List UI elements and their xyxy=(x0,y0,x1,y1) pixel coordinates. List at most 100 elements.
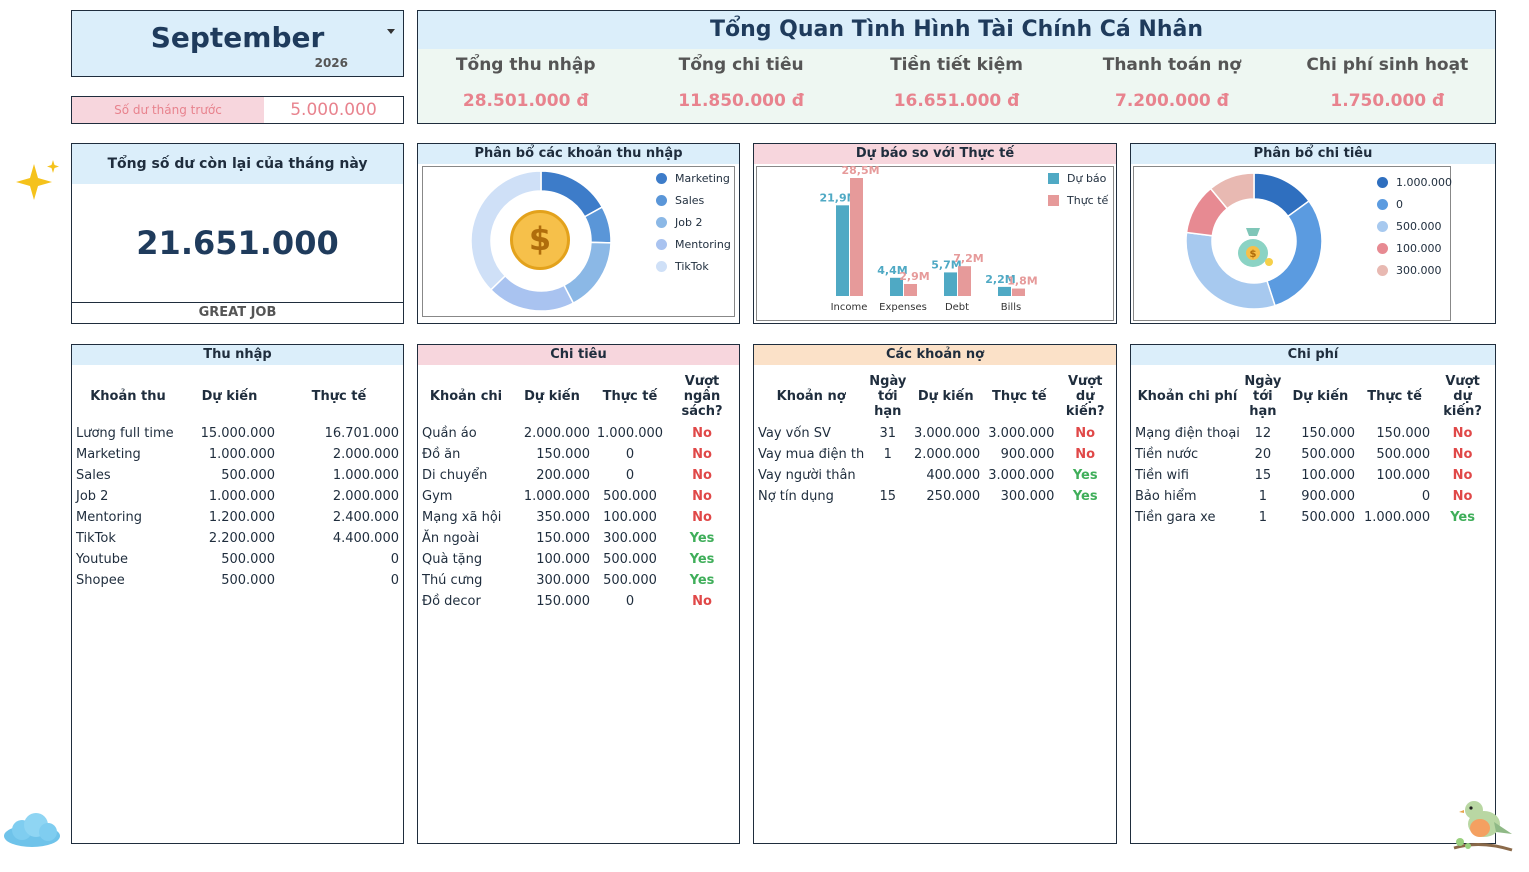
month-selector[interactable]: September 2026 xyxy=(71,10,404,77)
legend-label: Marketing xyxy=(675,172,730,185)
col-header: Vượt dự kiến? xyxy=(1065,373,1105,419)
legend-item: Mentoring xyxy=(656,238,731,251)
table-row: Tiền nước 20 500.000 500.000 No xyxy=(1133,444,1493,465)
table-cell: 1.000.000 xyxy=(1363,510,1431,525)
bar xyxy=(890,277,903,296)
table-cell: 150.000 xyxy=(1301,426,1356,441)
table-cell: No xyxy=(1075,447,1096,462)
year-label: 2026 xyxy=(314,56,348,70)
donut-slice xyxy=(563,241,612,305)
table-cell: 0 xyxy=(625,594,635,609)
legend-marker xyxy=(1048,173,1059,184)
legend-marker xyxy=(656,239,667,250)
table-cell: 2.200.000 xyxy=(208,531,275,546)
kpi-label: Thanh toán nợ xyxy=(1102,55,1242,75)
table-cell: 15 xyxy=(1254,468,1272,483)
table-cell: 300.000 xyxy=(1000,489,1055,504)
table-cell: TikTok xyxy=(76,531,116,546)
table-cell: Nợ tín dụng xyxy=(758,489,834,504)
legend-label: Job 2 xyxy=(675,216,703,229)
legend-item: TikTok xyxy=(656,260,709,273)
table-cell: Vay mua điện th xyxy=(758,447,865,462)
table-row: Job 2 1.000.000 2.000.000 xyxy=(74,486,401,507)
table-cell: 500.000 xyxy=(603,489,657,504)
table-cell: Yes xyxy=(689,573,715,588)
forecast-chart-title: Dự báo so với Thực tế xyxy=(754,144,1116,164)
data-label: 4,4M xyxy=(877,264,907,277)
kpi-card: Thanh toán nợ 7.200.000 đ xyxy=(1064,51,1279,121)
table-cell: No xyxy=(1075,426,1096,441)
table-row: TikTok 2.200.000 4.400.000 xyxy=(74,528,401,549)
kpi-value: 7.200.000 đ xyxy=(1115,91,1229,111)
debt-table-panel: Các khoản nợ Khoản nợ Ngày tới hạn Dự ki… xyxy=(753,344,1117,844)
table-cell: 500.000 xyxy=(221,552,275,567)
income-donut xyxy=(470,170,612,312)
table-row: Vay mua điện th 1 2.000.000 900.000 No xyxy=(756,444,1114,465)
legend-label: Dự báo xyxy=(1067,172,1107,185)
col-header: Dự kiến xyxy=(1292,388,1349,404)
table-cell: 250.000 xyxy=(926,489,981,504)
bar xyxy=(850,178,863,296)
category-label: Expenses xyxy=(879,302,927,313)
data-label: 21,9M xyxy=(819,191,857,204)
table-cell: Quà tặng xyxy=(422,552,483,567)
legend-label: 0 xyxy=(1396,198,1403,211)
table-cell: Mạng xã hội xyxy=(422,510,502,525)
table-cell: 0 xyxy=(625,447,635,462)
table-cell: 1.000.000 xyxy=(332,468,399,483)
table-cell: Bảo hiểm xyxy=(1135,489,1197,504)
legend-marker xyxy=(656,195,667,206)
data-label: 7,2M xyxy=(953,252,983,265)
chevron-down-icon[interactable] xyxy=(387,29,395,34)
table-cell: Lương full time xyxy=(76,426,174,441)
balance-card: Tổng số dư còn lại của tháng này 21.651.… xyxy=(71,143,404,324)
table-cell: Di chuyển xyxy=(422,468,488,483)
table-cell: 400.000 xyxy=(926,468,981,483)
legend-item: Dự báo xyxy=(1048,172,1106,185)
table-row: Đồ decor 150.000 0 No xyxy=(420,591,736,612)
forecast-chart: Dự báo so với Thực tế 21,9M 28,5M Income 4,… xyxy=(753,143,1117,324)
sparkle-icon xyxy=(16,160,60,208)
legend-item: Thực tế xyxy=(1048,194,1108,207)
cost-table-title: Chi phí xyxy=(1131,345,1495,365)
table-row: Mạng điện thoại 12 150.000 150.000 No xyxy=(1133,423,1493,444)
legend-label: Thực tế xyxy=(1067,194,1109,207)
spending-table-panel: Chi tiêu Khoản chi Dự kiến Thực tế Vượt … xyxy=(417,344,740,844)
kpi-label: Tổng chi tiêu xyxy=(678,55,804,75)
donut-slice xyxy=(1209,172,1255,210)
table-cell: 0 xyxy=(390,552,399,567)
table-cell: 500.000 xyxy=(603,552,657,567)
table-cell: 200.000 xyxy=(536,468,590,483)
category-label: Bills xyxy=(1001,302,1021,313)
table-row: Vay vốn SV 31 3.000.000 3.000.000 No xyxy=(756,423,1114,444)
table-cell: Mạng điện thoại xyxy=(1135,426,1240,441)
col-header: Dự kiến xyxy=(201,388,258,404)
table-cell: No xyxy=(692,510,712,525)
bar xyxy=(836,205,849,296)
cloud-icon xyxy=(2,812,62,854)
expense-donut xyxy=(1185,172,1323,310)
bar xyxy=(958,266,971,296)
table-cell: Yes xyxy=(1072,468,1098,483)
debt-table: Khoản nợ Ngày tới hạn Dự kiến Thực tế Vư… xyxy=(756,369,1114,507)
legend-item: 500.000 xyxy=(1377,220,1442,233)
table-cell: 1.000.000 xyxy=(208,447,275,462)
table-cell: Vay người thân xyxy=(758,468,856,483)
table-row: Lương full time 15.000.000 16.701.000 xyxy=(74,423,401,444)
col-header: Khoản chi xyxy=(429,388,503,404)
legend-marker xyxy=(656,261,667,272)
table-row: Bảo hiểm 1 900.000 0 No xyxy=(1133,486,1493,507)
table-cell: Yes xyxy=(1072,489,1098,504)
table-cell: Yes xyxy=(1450,510,1475,525)
col-header: Dự kiến xyxy=(524,388,580,404)
table-cell: 900.000 xyxy=(1000,447,1055,462)
table-cell: 150.000 xyxy=(1376,426,1431,441)
table-cell: 500.000 xyxy=(603,573,657,588)
kpi-card: Tiền tiết kiệm 16.651.000 đ xyxy=(849,51,1064,121)
category-label: Debt xyxy=(945,302,969,313)
bird-icon xyxy=(1450,790,1516,860)
donut-slice xyxy=(1266,199,1323,307)
table-cell: Ăn ngoài xyxy=(422,531,480,546)
svg-text:$: $ xyxy=(1250,249,1257,260)
table-cell: 1.000.000 xyxy=(523,489,590,504)
